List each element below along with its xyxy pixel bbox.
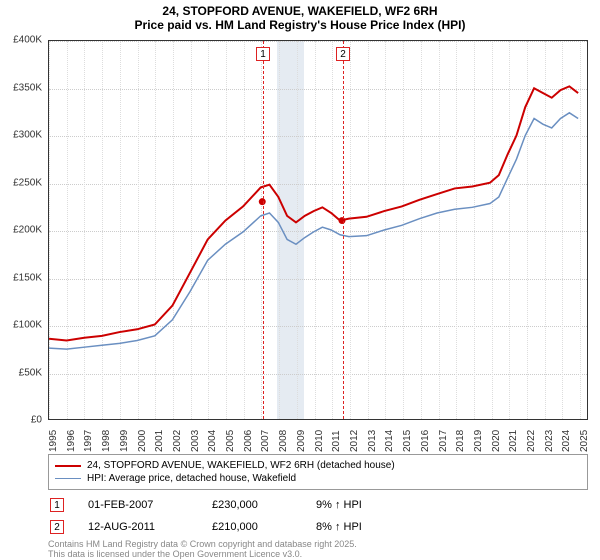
x-tick-label: 2002: [172, 430, 183, 452]
x-tick-label: 2012: [349, 430, 360, 452]
sale-date: 12-AUG-2011: [88, 521, 188, 533]
sale-marker-label: 2: [336, 47, 350, 61]
y-tick-label: £400K: [13, 35, 42, 46]
x-tick-label: 2015: [402, 430, 413, 452]
x-tick-label: 2025: [579, 430, 590, 452]
x-tick-label: 2019: [473, 430, 484, 452]
sale-date: 01-FEB-2007: [88, 499, 188, 511]
sale-marker-box: 2: [50, 520, 64, 534]
legend-row: HPI: Average price, detached house, Wake…: [55, 472, 581, 485]
chart-title-block: 24, STOPFORD AVENUE, WAKEFIELD, WF2 6RH …: [0, 0, 600, 34]
x-tick-label: 1998: [101, 430, 112, 452]
sale-marker-line: [343, 41, 344, 419]
x-tick-label: 2022: [526, 430, 537, 452]
y-tick-label: £250K: [13, 177, 42, 188]
sale-marker-label: 1: [256, 47, 270, 61]
x-tick-label: 2001: [154, 430, 165, 452]
y-tick-label: £300K: [13, 130, 42, 141]
footer-line: This data is licensed under the Open Gov…: [48, 550, 588, 560]
x-tick-label: 1999: [119, 430, 130, 452]
series-line: [49, 86, 578, 340]
x-tick-label: 2005: [225, 430, 236, 452]
x-tick-label: 2023: [544, 430, 555, 452]
y-tick-label: £150K: [13, 272, 42, 283]
x-tick-label: 2004: [207, 430, 218, 452]
x-tick-label: 2017: [438, 430, 449, 452]
chart-container: 24, STOPFORD AVENUE, WAKEFIELD, WF2 6RH …: [0, 0, 600, 560]
x-tick-label: 2010: [314, 430, 325, 452]
x-tick-label: 2003: [190, 430, 201, 452]
x-tick-label: 2011: [331, 430, 342, 452]
sale-row: 1 01-FEB-2007 £230,000 9% ↑ HPI: [48, 494, 588, 516]
x-tick-label: 2009: [296, 430, 307, 452]
footer-attribution: Contains HM Land Registry data © Crown c…: [48, 540, 588, 560]
sale-pct: 9% ↑ HPI: [316, 499, 396, 511]
chart-svg: [49, 41, 587, 419]
chart-title-line-2: Price paid vs. HM Land Registry's House …: [0, 18, 600, 32]
sale-price: £210,000: [212, 521, 292, 533]
x-tick-label: 2016: [420, 430, 431, 452]
x-axis: 1995199619971998199920002001200220032004…: [48, 422, 588, 440]
y-tick-label: £50K: [19, 367, 42, 378]
x-tick-label: 2024: [561, 430, 572, 452]
y-tick-label: £100K: [13, 320, 42, 331]
legend-label: HPI: Average price, detached house, Wake…: [87, 473, 296, 484]
chart-title-line-1: 24, STOPFORD AVENUE, WAKEFIELD, WF2 6RH: [0, 4, 600, 18]
x-tick-label: 2008: [278, 430, 289, 452]
x-tick-label: 1995: [48, 430, 59, 452]
sale-marker-line: [263, 41, 264, 419]
plot-area: 12: [48, 40, 588, 420]
sale-price: £230,000: [212, 499, 292, 511]
y-axis: £0£50K£100K£150K£200K£250K£300K£350K£400…: [0, 40, 46, 420]
x-tick-label: 2020: [491, 430, 502, 452]
x-tick-label: 2018: [455, 430, 466, 452]
series-line: [49, 113, 578, 349]
x-tick-label: 2007: [260, 430, 271, 452]
x-tick-label: 2006: [243, 430, 254, 452]
legend-row: 24, STOPFORD AVENUE, WAKEFIELD, WF2 6RH …: [55, 459, 581, 472]
sale-row: 2 12-AUG-2011 £210,000 8% ↑ HPI: [48, 516, 588, 538]
y-tick-label: £200K: [13, 225, 42, 236]
x-tick-label: 2013: [367, 430, 378, 452]
y-tick-label: £0: [31, 415, 42, 426]
x-tick-label: 1997: [83, 430, 94, 452]
legend-swatch: [55, 478, 81, 479]
y-tick-label: £350K: [13, 82, 42, 93]
x-tick-label: 1996: [66, 430, 77, 452]
x-tick-label: 2014: [384, 430, 395, 452]
x-tick-label: 2021: [508, 430, 519, 452]
sale-pct: 8% ↑ HPI: [316, 521, 396, 533]
sale-marker-box: 1: [50, 498, 64, 512]
legend-swatch: [55, 465, 81, 467]
legend: 24, STOPFORD AVENUE, WAKEFIELD, WF2 6RH …: [48, 454, 588, 490]
x-tick-label: 2000: [137, 430, 148, 452]
legend-label: 24, STOPFORD AVENUE, WAKEFIELD, WF2 6RH …: [87, 460, 395, 471]
sales-table: 1 01-FEB-2007 £230,000 9% ↑ HPI 2 12-AUG…: [48, 494, 588, 538]
